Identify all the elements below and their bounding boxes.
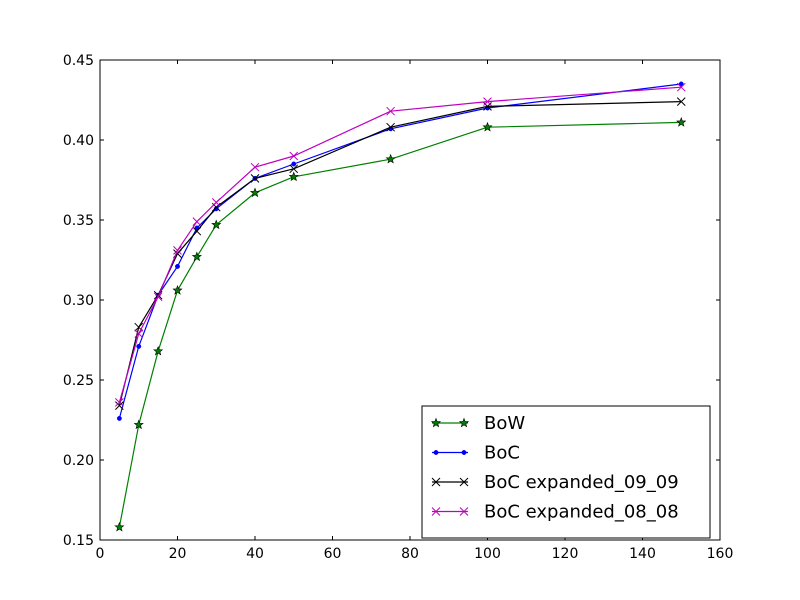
- legend: BoW BoC BoC expanded_09_09 BoC expanded_08_…: [421, 405, 711, 539]
- data-point: [211, 219, 222, 230]
- data-point: [173, 246, 182, 255]
- legend-entry: BoC expanded_08_08: [431, 502, 679, 523]
- data-point: [133, 419, 144, 430]
- series-layer: [114, 81, 687, 532]
- data-point: [386, 122, 395, 132]
- y-tick-label: 0.45: [63, 53, 94, 69]
- data-point: [291, 161, 297, 167]
- y-tick-label: 0.25: [63, 373, 94, 389]
- data-point: [289, 164, 299, 174]
- legend-box: [421, 405, 711, 539]
- data-point: [153, 345, 164, 356]
- data-point: [676, 117, 687, 127]
- y-tick-label: 0.15: [63, 533, 94, 549]
- data-point: [483, 97, 492, 106]
- legend-label: BoC: [484, 443, 520, 464]
- legend-marker: [459, 477, 469, 487]
- x-tick-label: 120: [552, 546, 579, 562]
- data-point: [175, 263, 180, 269]
- x-tick-label: 80: [401, 546, 419, 562]
- data-point: [385, 153, 396, 164]
- data-point: [482, 121, 493, 132]
- y-tick-label: 0.30: [63, 293, 94, 309]
- data-point: [136, 343, 142, 349]
- x-tick-label: 140: [629, 546, 656, 562]
- data-point: [250, 174, 260, 183]
- legend-entry: BoC: [432, 443, 520, 464]
- x-tick-label: 100: [474, 546, 501, 562]
- legend-marker: [459, 507, 469, 516]
- series-4: [115, 82, 686, 407]
- data-point: [116, 415, 122, 421]
- legend-marker: [431, 477, 441, 487]
- y-tick-label: 0.35: [63, 213, 94, 229]
- data-point: [211, 198, 221, 207]
- legend-entry: BoC expanded_09_09: [431, 472, 679, 493]
- legend-entry: BoW: [430, 413, 525, 434]
- data-point: [172, 285, 183, 295]
- ticks-layer: 0 20 40 60 80 100 120 140 160 0.15 0.20 0.25 0.30 0.3…: [63, 53, 734, 562]
- x-tick-label: 60: [324, 546, 342, 562]
- legend-label: BoW: [484, 413, 525, 434]
- series-1: [114, 117, 687, 532]
- legend-marker: [461, 450, 467, 455]
- data-point: [192, 217, 202, 226]
- legend-marker: [430, 417, 442, 428]
- data-point: [191, 251, 202, 262]
- data-point: [676, 97, 686, 106]
- legend-label: BoC expanded_08_08: [484, 502, 679, 523]
- legend-label: BoC expanded_09_09: [484, 472, 679, 493]
- data-point: [676, 82, 686, 92]
- data-point: [250, 162, 260, 172]
- data-point: [288, 171, 299, 182]
- x-tick-label: 20: [169, 546, 187, 562]
- data-point: [134, 329, 144, 338]
- data-point: [115, 398, 124, 407]
- legend-marker: [431, 507, 441, 516]
- data-point: [153, 292, 163, 302]
- series-3: [115, 97, 686, 410]
- data-point: [115, 401, 124, 410]
- legend-marker: [458, 417, 470, 428]
- data-point: [249, 187, 261, 198]
- legend-marker: [433, 450, 439, 455]
- data-point: [114, 521, 125, 532]
- y-tick-label: 0.40: [63, 133, 94, 149]
- data-point: [289, 151, 299, 161]
- y-tick-label: 0.20: [63, 453, 94, 469]
- data-point: [386, 106, 395, 116]
- x-tick-label: 40: [246, 546, 264, 562]
- x-tick-label: 160: [707, 546, 734, 562]
- data-point: [678, 81, 684, 87]
- data-point: [134, 322, 144, 332]
- data-point: [153, 290, 163, 300]
- data-point: [192, 226, 202, 236]
- x-tick-label: 0: [96, 546, 105, 562]
